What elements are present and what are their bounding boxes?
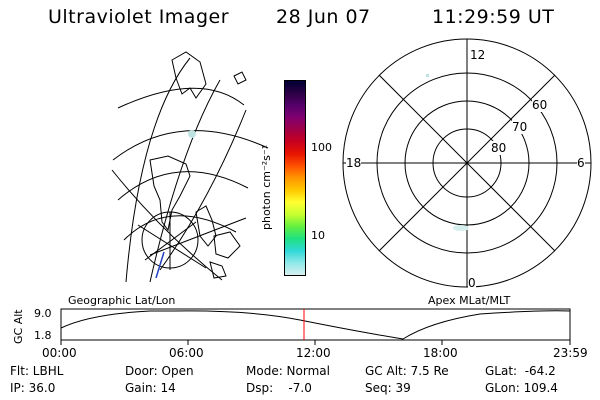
gc-alt-info: GC Alt: 7.5 Re: [365, 364, 449, 378]
time-tick-1200: 12:00: [296, 346, 331, 360]
time-tick-2359: 23:59: [553, 346, 588, 360]
mlat-label-70: 70: [512, 120, 528, 134]
dsp-info: Dsp: -7.0: [246, 381, 312, 395]
glat-info: GLat: -64.2: [485, 364, 556, 378]
time-label: 11:29:59 UT: [432, 6, 555, 28]
mlat-label-80: 80: [491, 141, 507, 155]
y-tick-high: 9.0: [34, 307, 52, 320]
colorbar: [284, 80, 306, 276]
instrument-title: Ultraviolet Imager: [48, 6, 230, 28]
mlt-label-6: 6: [577, 156, 585, 170]
time-tick-0000: 00:00: [42, 346, 77, 360]
ip-info: IP: 36.0: [10, 381, 56, 395]
date-label: 28 Jun 07: [276, 6, 371, 28]
mlat-label-60: 60: [532, 98, 548, 112]
time-tick-1800: 18:00: [423, 346, 458, 360]
polar-title: Apex MLat/MLT: [428, 294, 511, 307]
mlt-label-18: 18: [346, 156, 362, 170]
glon-info: GLon: 109.4: [485, 381, 558, 395]
colorbar-tick-100: 100: [311, 141, 332, 154]
y-tick-low: 1.8: [34, 329, 52, 342]
mode-info: Mode: Normal: [246, 364, 330, 378]
seq-info: Seq: 39: [365, 381, 411, 395]
mlt-label-0: 0: [468, 276, 476, 290]
map-title: Geographic Lat/Lon: [68, 294, 176, 307]
gain-info: Gain: 14: [125, 381, 176, 395]
colorbar-tick-10: 10: [311, 229, 325, 242]
time-tick-0600: 06:00: [169, 346, 204, 360]
door-info: Door: Open: [125, 364, 194, 378]
mlt-label-12: 12: [470, 48, 486, 62]
filter-info: Flt: LBHL: [10, 364, 64, 378]
